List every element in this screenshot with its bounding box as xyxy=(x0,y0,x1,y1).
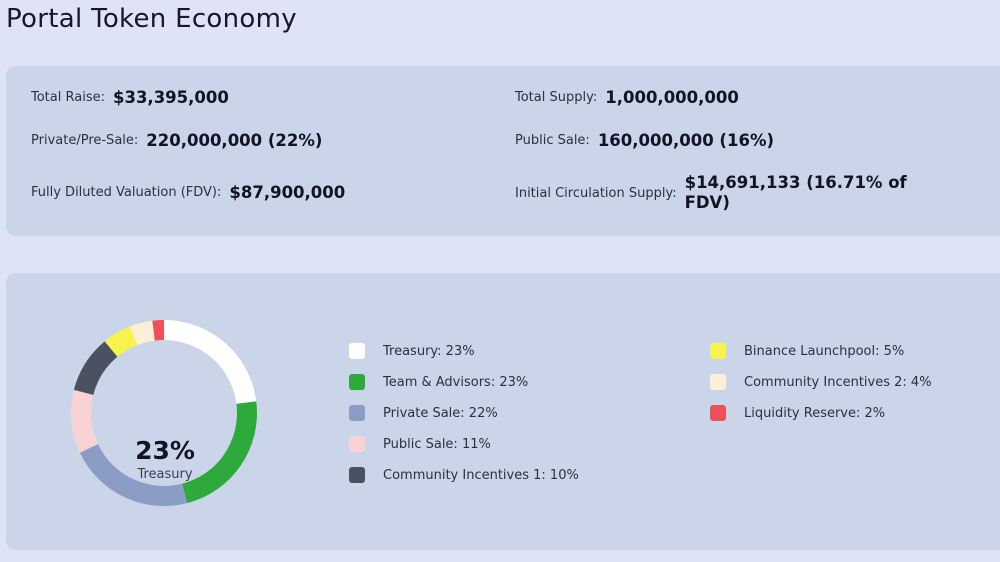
stat-fdv: Fully Diluted Valuation (FDV): $87,900,0… xyxy=(31,183,345,202)
legend-label: Private Sale: 22% xyxy=(383,405,498,421)
donut-slice-1 xyxy=(182,401,257,504)
legend-label: Community Incentives 2: 4% xyxy=(744,374,932,390)
legend-item: Community Incentives 1: 10% xyxy=(349,465,579,485)
legend-label: Treasury: 23% xyxy=(383,343,475,359)
legend-swatch xyxy=(710,405,726,421)
legend-label: Public Sale: 11% xyxy=(383,436,491,452)
legend-swatch xyxy=(349,436,365,452)
donut-slice-0 xyxy=(164,320,257,404)
stat-value: $14,691,133 (16.71% of FDV) xyxy=(684,173,907,212)
legend-item: Community Incentives 2: 4% xyxy=(710,372,932,392)
legend-item: Private Sale: 22% xyxy=(349,403,498,423)
stat-value: 220,000,000 (22%) xyxy=(146,131,323,150)
stat-private-sale: Private/Pre-Sale: 220,000,000 (22%) xyxy=(31,131,322,150)
donut-center-label: Treasury xyxy=(136,467,192,482)
stat-label: Private/Pre-Sale: xyxy=(31,133,139,148)
legend-label: Binance Launchpool: 5% xyxy=(744,343,905,359)
legend-swatch xyxy=(710,374,726,390)
legend-swatch xyxy=(349,374,365,390)
donut-slice-5 xyxy=(104,326,138,357)
stat-value: 1,000,000,000 xyxy=(605,88,739,107)
stat-label: Total Supply: xyxy=(515,90,598,105)
stat-label: Total Raise: xyxy=(31,90,105,105)
legend-item: Public Sale: 11% xyxy=(349,434,491,454)
legend-label: Team & Advisors: 23% xyxy=(383,374,529,390)
legend-label: Community Incentives 1: 10% xyxy=(383,467,579,483)
stat-value: $87,900,000 xyxy=(229,183,346,202)
donut-slice-7 xyxy=(152,320,164,341)
stat-value: 160,000,000 (16%) xyxy=(597,131,775,150)
allocation-card: 23% Treasury Treasury: 23% Team & Advisor… xyxy=(6,273,1000,550)
stat-value: $33,395,000 xyxy=(112,88,229,107)
donut-slice-3 xyxy=(71,389,98,453)
stat-label: Initial Circulation Supply: xyxy=(515,185,677,201)
legend-item: Liquidity Reserve: 2% xyxy=(710,403,885,423)
legend-swatch xyxy=(349,405,365,421)
stat-label: Public Sale: xyxy=(515,133,590,148)
stat-initial-circulation: Initial Circulation Supply: $14,691,133 … xyxy=(515,173,915,213)
legend-label: Liquidity Reserve: 2% xyxy=(744,405,886,421)
donut-center-value: 23% xyxy=(135,436,195,465)
legend-item: Treasury: 23% xyxy=(349,341,475,361)
legend-swatch xyxy=(710,343,726,359)
page-title: Portal Token Economy xyxy=(6,4,297,34)
stat-total-raise: Total Raise: $33,395,000 xyxy=(31,88,229,107)
legend-item: Binance Launchpool: 5% xyxy=(710,341,904,361)
donut-slice-6 xyxy=(129,320,155,346)
allocation-donut-chart: 23% Treasury xyxy=(71,320,257,506)
token-stats-card: Total Raise: $33,395,000 Total Supply: 1… xyxy=(6,66,1000,236)
donut-slice-4 xyxy=(73,341,118,395)
legend-item: Team & Advisors: 23% xyxy=(349,372,528,392)
legend-swatch xyxy=(349,343,365,359)
stat-label: Fully Diluted Valuation (FDV): xyxy=(31,185,222,200)
stat-public-sale: Public Sale: 160,000,000 (16%) xyxy=(515,131,774,150)
legend-swatch xyxy=(349,467,365,483)
stat-total-supply: Total Supply: 1,000,000,000 xyxy=(515,88,739,107)
donut-slice-2 xyxy=(79,444,188,506)
